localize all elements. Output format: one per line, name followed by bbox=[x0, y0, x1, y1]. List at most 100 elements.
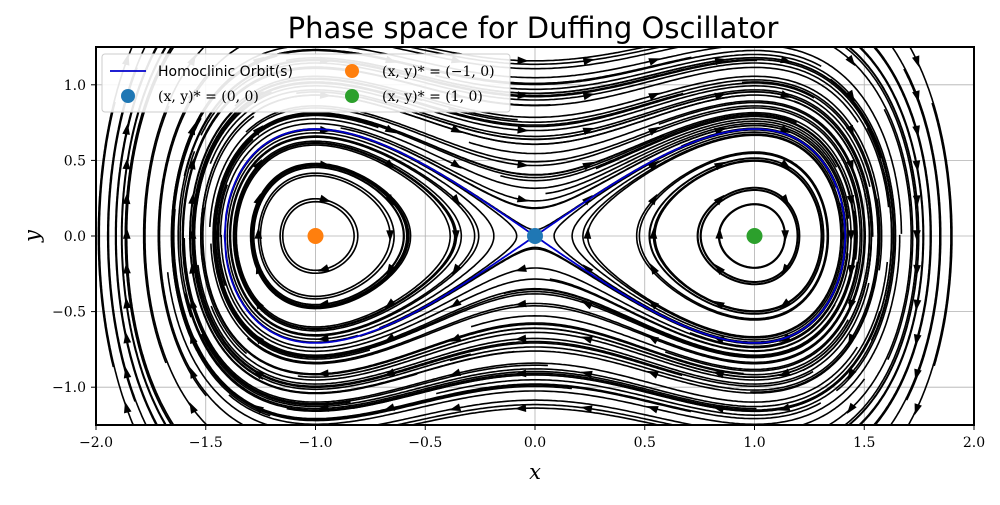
flow-arrow bbox=[646, 406, 659, 414]
flow-arrow bbox=[781, 230, 789, 242]
streamline bbox=[831, 47, 914, 360]
flow-arrow bbox=[514, 334, 527, 343]
x-axis-ticks: −2.0 −1.5 −1.0 −0.5 0.0 0.5 1.0 1.5 2.0 bbox=[79, 425, 985, 451]
flow-arrow bbox=[189, 402, 198, 414]
flow-arrow bbox=[450, 159, 462, 169]
x-tick-label: −2.0 bbox=[79, 435, 113, 451]
streamline bbox=[144, 105, 208, 425]
streamline bbox=[907, 102, 952, 425]
legend: Homoclinic Orbit(s) (x, y)* = (0, 0) (x,… bbox=[101, 53, 511, 113]
legend-label-right: (x, y)* = (1, 0) bbox=[382, 89, 483, 105]
flow-arrow bbox=[317, 369, 329, 378]
flow-arrow bbox=[779, 194, 790, 206]
homoclinic-orbit-group bbox=[223, 128, 847, 344]
x-tick-label: 2.0 bbox=[963, 435, 985, 451]
flow-arrow bbox=[779, 124, 792, 134]
flow-arrow bbox=[317, 334, 329, 343]
y-tick-label: 1.0 bbox=[64, 78, 86, 94]
flow-arrow bbox=[648, 193, 658, 206]
flow-arrow bbox=[846, 402, 857, 414]
flow-arrow bbox=[914, 403, 922, 415]
flow-arrow bbox=[384, 298, 396, 309]
fixed-point-origin bbox=[527, 228, 543, 244]
flow-arrow bbox=[778, 368, 791, 377]
flow-arrow bbox=[845, 89, 855, 102]
flow-arrow bbox=[383, 403, 396, 411]
flow-arrow bbox=[912, 55, 920, 68]
flow-arrow bbox=[581, 300, 594, 310]
flow-arrow bbox=[517, 126, 529, 134]
homoclinic-orbit-right bbox=[534, 128, 847, 344]
y-tick-label: 0.5 bbox=[64, 153, 86, 169]
flow-arrow bbox=[124, 401, 132, 414]
fixed-point-right bbox=[746, 228, 763, 244]
flow-arrow bbox=[517, 56, 529, 65]
flow-arrow bbox=[912, 125, 920, 137]
flow-arrow bbox=[580, 370, 593, 379]
homoclinic-orbit-left bbox=[223, 128, 536, 344]
x-tick-label: 1.5 bbox=[853, 435, 875, 451]
flow-arrow bbox=[778, 403, 791, 411]
flow-arrow bbox=[779, 159, 791, 170]
flow-arrow bbox=[449, 333, 462, 342]
chart-title: Phase space for Duffing Oscillator bbox=[288, 11, 779, 45]
flow-arrow bbox=[516, 195, 529, 203]
streamline bbox=[909, 47, 953, 367]
streamline bbox=[210, 243, 859, 364]
streamline bbox=[859, 47, 925, 425]
y-axis-ticks: −1.0 −0.5 0.0 0.5 1.0 bbox=[52, 78, 96, 396]
flow-arrow bbox=[319, 194, 331, 203]
legend-box bbox=[101, 53, 511, 113]
flow-arrow bbox=[779, 298, 791, 309]
flow-arrow bbox=[122, 123, 130, 135]
streamline bbox=[158, 72, 246, 425]
flow-arrow bbox=[452, 230, 460, 242]
flow-arrow bbox=[647, 160, 659, 171]
flow-arrow bbox=[517, 160, 529, 169]
flow-arrow bbox=[912, 195, 921, 207]
fixed-points bbox=[307, 228, 763, 244]
streamline bbox=[847, 47, 920, 425]
streamline bbox=[874, 47, 932, 425]
flow-arrow bbox=[648, 299, 660, 310]
x-tick-label: 1.0 bbox=[743, 435, 765, 451]
flow-arrow bbox=[648, 92, 660, 101]
flow-arrow bbox=[514, 404, 527, 412]
flow-arrow bbox=[780, 90, 792, 98]
legend-label-origin: (x, y)* = (0, 0) bbox=[158, 89, 259, 105]
streamline bbox=[827, 108, 912, 425]
flow-arrow bbox=[583, 227, 592, 239]
legend-swatch-right bbox=[345, 89, 359, 103]
streamline bbox=[407, 407, 663, 425]
streamline bbox=[405, 47, 665, 66]
flow-arrow bbox=[450, 298, 462, 308]
flow-arrow bbox=[122, 192, 131, 205]
streamline bbox=[386, 47, 684, 70]
flow-arrow bbox=[122, 227, 131, 239]
x-tick-label: −0.5 bbox=[408, 435, 442, 451]
flow-arrow bbox=[648, 58, 661, 66]
flow-arrow bbox=[845, 124, 854, 137]
flow-arrow bbox=[647, 335, 660, 345]
y-tick-label: −0.5 bbox=[52, 305, 86, 321]
x-tick-label: 0.0 bbox=[524, 435, 546, 451]
flow-arrow bbox=[384, 194, 394, 206]
flow-arrow bbox=[452, 263, 462, 275]
flow-arrow bbox=[648, 126, 660, 136]
flow-arrow bbox=[580, 405, 593, 413]
flow-arrow bbox=[582, 264, 594, 275]
flow-arrow bbox=[450, 124, 463, 133]
flow-arrow bbox=[582, 57, 595, 66]
flow-arrow bbox=[847, 368, 857, 380]
flow-arrow bbox=[581, 336, 593, 344]
x-tick-label: 0.5 bbox=[634, 435, 656, 451]
flow-arrow bbox=[781, 263, 791, 276]
flow-arrow bbox=[582, 161, 594, 171]
legend-swatch-left bbox=[345, 64, 359, 78]
flow-arrow bbox=[847, 230, 855, 242]
legend-swatch-origin bbox=[121, 89, 135, 103]
flow-arrow bbox=[449, 368, 462, 376]
flow-arrow bbox=[386, 263, 396, 276]
